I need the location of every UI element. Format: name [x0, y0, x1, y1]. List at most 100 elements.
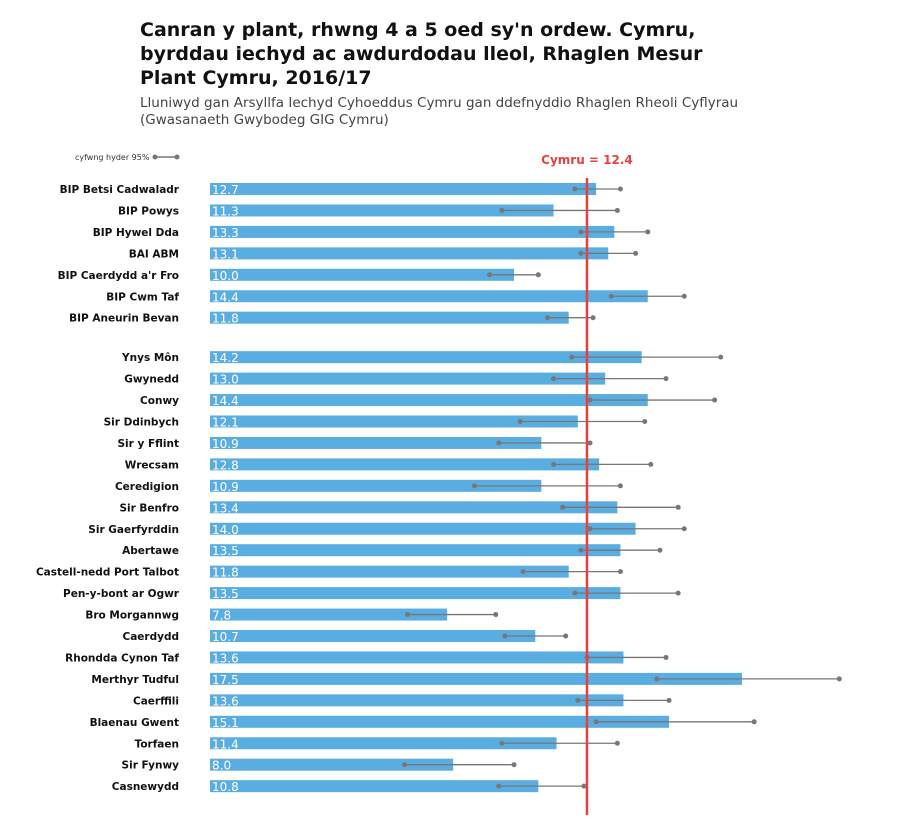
category-label: BAI ABM — [129, 248, 179, 260]
ci-low-dot — [560, 504, 566, 510]
ci-low-dot — [587, 397, 593, 403]
bar — [210, 672, 742, 685]
ci-low-dot — [654, 676, 660, 682]
data-label: 7.8 — [212, 609, 231, 623]
bar — [210, 694, 624, 707]
ci-high-dot — [535, 272, 541, 278]
category-label: Sir Benfro — [119, 502, 179, 514]
ci-low-dot — [569, 354, 575, 360]
category-label: BIP Hywel Dda — [93, 227, 179, 239]
ci-low-dot — [520, 569, 526, 575]
category-label: Conwy — [140, 395, 179, 407]
data-label: 12.8 — [212, 458, 239, 472]
bar — [210, 247, 609, 260]
ci-high-dot — [590, 315, 596, 321]
category-label: Merthyr Tudful — [91, 674, 179, 686]
ci-low-dot — [608, 293, 614, 299]
data-label: 13.6 — [212, 694, 239, 708]
chart-title: Canran y plant, rhwng 4 a 5 oed sy'n ord… — [140, 19, 703, 89]
ci-high-dot — [751, 719, 757, 725]
data-label: 13.1 — [212, 247, 239, 261]
category-label: BIP Caerdydd a'r Fro — [58, 270, 179, 282]
bar — [210, 268, 514, 281]
ci-low-dot — [578, 547, 584, 553]
category-label: Bro Morgannwg — [85, 610, 179, 622]
category-label: Ynys Môn — [121, 352, 179, 364]
data-label: 11.8 — [212, 566, 239, 580]
bar — [210, 372, 606, 385]
bar — [210, 501, 618, 514]
data-label: 14.4 — [212, 290, 239, 304]
category-label: Pen-y-bont ar Ogwr — [63, 588, 180, 600]
data-label: 12.1 — [212, 416, 239, 430]
chart-subtitle: Lluniwyd gan Arsyllfa Iechyd Cyhoeddus C… — [140, 95, 739, 128]
ci-low-dot — [471, 483, 477, 489]
ci-high-dot — [617, 483, 623, 489]
bar — [210, 587, 621, 600]
data-label: 11.8 — [212, 312, 239, 326]
ci-low-dot — [587, 526, 593, 532]
ci-low-dot — [572, 590, 578, 596]
bar — [210, 737, 557, 750]
ci-low-dot — [405, 612, 411, 618]
bar — [210, 565, 569, 578]
data-label: 10.9 — [212, 437, 239, 451]
category-label: Sir Gaerfyrddin — [88, 524, 179, 536]
data-label: 8.0 — [212, 759, 231, 773]
category-label: BIP Betsi Cadwaladr — [60, 184, 180, 196]
ci-low-dot — [593, 719, 599, 725]
bar — [210, 225, 615, 238]
ci-high-dot — [511, 762, 517, 768]
ci-high-dot — [681, 526, 687, 532]
reference-label: Cymru = 12.4 — [541, 153, 633, 167]
ci-low-dot — [496, 440, 502, 446]
bar — [210, 780, 539, 793]
category-label: Caerdydd — [123, 631, 179, 643]
data-label: 13.5 — [212, 587, 239, 601]
bar — [210, 522, 636, 535]
data-label: 10.7 — [212, 630, 239, 644]
ci-low-dot — [499, 207, 505, 213]
data-label: 13.4 — [212, 501, 239, 515]
ci-high-dot — [836, 676, 842, 682]
ci-high-dot — [617, 569, 623, 575]
data-label: 11.3 — [212, 204, 239, 218]
category-label: Gwynedd — [124, 374, 179, 386]
category-label: Caerffili — [133, 695, 179, 707]
bar — [210, 415, 578, 428]
ci-high-dot — [645, 229, 651, 235]
bar — [210, 351, 642, 364]
category-label: Blaenau Gwent — [90, 717, 179, 729]
ci-high-dot — [642, 419, 648, 424]
data-label: 13.3 — [212, 226, 239, 240]
data-label: 13.5 — [212, 544, 239, 558]
ci-low-dot — [578, 250, 584, 256]
bar — [210, 183, 597, 195]
legend-label: cyfwng hyder 95% — [75, 153, 150, 162]
ci-high-dot — [675, 590, 681, 596]
data-label: 14.2 — [212, 351, 239, 365]
ci-low-dot — [551, 461, 557, 467]
ci-low-dot — [517, 419, 523, 424]
ci-high-dot — [663, 654, 669, 660]
ci-high-dot — [587, 440, 593, 446]
category-label: Sir Fynwy — [122, 760, 180, 772]
category-label: BIP Powys — [118, 205, 179, 217]
ci-high-dot — [614, 207, 620, 213]
ci-high-dot — [657, 547, 663, 553]
bar — [210, 436, 542, 449]
ci-high-dot — [563, 633, 569, 639]
bar — [210, 758, 454, 771]
data-label: 10.9 — [212, 480, 239, 494]
category-label: Sir y Fflint — [117, 438, 179, 450]
ci-high-dot — [581, 783, 587, 789]
ci-high-dot — [675, 504, 681, 510]
bar — [210, 544, 621, 557]
data-label: 10.8 — [212, 780, 239, 794]
bar — [210, 290, 648, 303]
category-label: Ceredigion — [115, 481, 179, 493]
bar — [210, 204, 554, 217]
category-label: BIP Cwm Taf — [106, 291, 179, 303]
category-label: Castell-nedd Port Talbot — [36, 567, 179, 579]
